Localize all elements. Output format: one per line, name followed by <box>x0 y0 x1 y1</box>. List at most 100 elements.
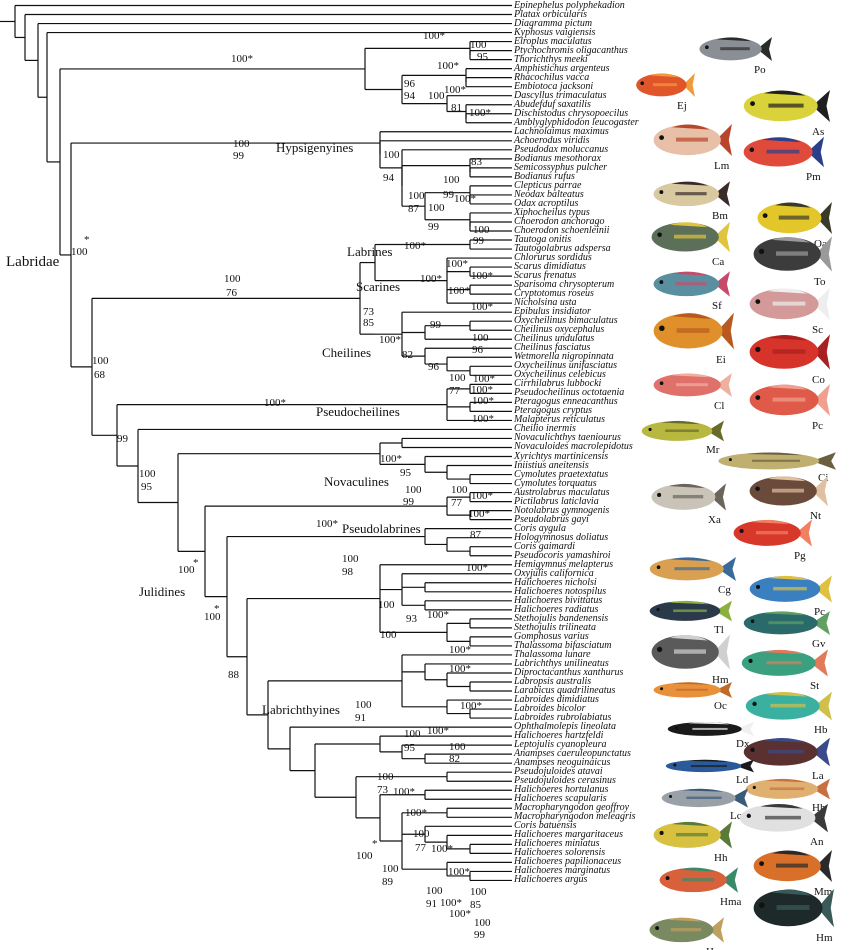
taxon-label: Diagramma pictum <box>514 17 593 29</box>
clade-label-novaculines: Novaculines <box>324 474 389 489</box>
taxon-label: Oxycheilinus celebicus <box>514 369 606 381</box>
taxon-label: Anampses caeruleopunctatus <box>514 748 631 760</box>
support-value: 89 <box>382 876 393 888</box>
taxon-label: Sparisoma chrysopterum <box>514 279 615 291</box>
fish-code: Ld <box>736 774 749 786</box>
support-value: 100 <box>380 629 397 641</box>
fish-code: Hh <box>812 802 826 814</box>
taxon-label: Pseudojuloides atavai <box>514 766 603 778</box>
taxon-label: Dascyllus trimaculatus <box>514 89 607 101</box>
taxon-label: Novaculoides macrolepidotus <box>514 441 633 453</box>
support-value: * <box>193 557 199 569</box>
fish-code: Mm <box>814 886 833 898</box>
taxon-label: Pictilabrus laticlavia <box>514 495 599 507</box>
taxon-label: Coris aygula <box>514 522 566 534</box>
support-value: 100 <box>472 332 489 344</box>
support-value: 100 <box>449 372 466 384</box>
taxon-label: Tautogolabrus adspersa <box>514 243 611 255</box>
taxon-label: Bodianus mesothorax <box>514 152 601 164</box>
clade-label-pseudolabrines: Pseudolabrines <box>342 521 421 536</box>
fish-image <box>653 312 734 350</box>
taxon-label: Notolabrus gymnogenis <box>514 504 610 516</box>
fish-image <box>641 420 724 442</box>
taxon-label: Anampses neoguinaicus <box>514 757 611 769</box>
fish-code: Hm <box>816 932 833 944</box>
fish-image <box>749 384 830 416</box>
fish-image <box>749 575 832 603</box>
taxon-label: Cirrhilabrus lubbocki <box>514 378 602 390</box>
fish-image <box>649 557 736 581</box>
taxon-label: Epinephelus polyphekadion <box>514 0 625 11</box>
taxon-label: Halichoeres miniatus <box>514 838 600 850</box>
support-value: 95 <box>404 742 415 754</box>
support-value: 100* <box>423 30 445 42</box>
support-value: 100 <box>449 741 466 753</box>
taxon-label: Pseudodax moluccanus <box>514 143 609 155</box>
fish-code: Pm <box>806 171 821 183</box>
support-value: 100* <box>380 453 402 465</box>
taxon-label: Lachnolaimus maximus <box>514 125 609 137</box>
taxon-label: Halichoeres argus <box>514 874 588 886</box>
fish-image <box>653 373 732 397</box>
taxon-label: Iniistius aneitensis <box>514 459 589 471</box>
support-value: 100 <box>428 90 445 102</box>
taxon-label: Neodax balteatus <box>514 188 584 200</box>
taxon-label: Halichoeres hartzfeldi <box>514 730 604 742</box>
support-value: 100* <box>420 273 442 285</box>
fish-image <box>753 850 832 882</box>
fish-image <box>653 271 730 297</box>
taxon-label: Pseudocheilinus octotaenia <box>514 387 625 399</box>
taxon-label: Scarus dimidiatus <box>514 261 586 273</box>
support-value: 100 <box>233 138 250 150</box>
support-value: 99 <box>430 319 441 331</box>
fish-code: Hh <box>714 852 728 864</box>
fish-image <box>667 721 754 737</box>
taxon-label: Pseudojuloides cerasinus <box>514 775 616 787</box>
taxon-label: Epibulus insidiator <box>514 306 591 318</box>
support-value: 96 <box>428 361 439 373</box>
taxon-label: Wetmorella nigropinnata <box>514 351 614 363</box>
taxon-label: Elroplus maculatus <box>514 35 592 47</box>
clade-label-hypsigenyines: Hypsigenyines <box>276 140 354 155</box>
support-value: 100 <box>443 174 460 186</box>
taxon-label: Cryptotomus roseus <box>514 288 594 300</box>
taxon-label: Pseudolabrus gayi <box>514 513 589 525</box>
support-value: 100* <box>466 562 488 574</box>
taxon-label: Embiotoca jacksoni <box>514 80 594 92</box>
taxon-label: Diproctacanthus xanthurus <box>514 666 624 678</box>
support-value: 100* <box>437 60 459 72</box>
taxon-label: Ophthalmolepis lineolata <box>514 721 616 733</box>
fish-image <box>745 778 830 800</box>
support-value: 76 <box>226 287 237 299</box>
fish-code: Lm <box>714 160 730 172</box>
support-value: 100* <box>460 700 482 712</box>
support-value: 100* <box>427 609 449 621</box>
support-value: * <box>372 838 378 850</box>
taxon-label: Halichoeres radiatus <box>514 603 599 615</box>
support-value: 94 <box>404 90 415 102</box>
fish-code: Sc <box>812 324 823 336</box>
fish-code: Bm <box>712 210 728 222</box>
fish-image <box>741 649 828 677</box>
support-value: 100* <box>444 84 466 96</box>
fish-code: Xa <box>708 514 721 526</box>
taxon-label: Amphistichus argenteus <box>514 62 610 74</box>
support-value: 87 <box>408 203 419 215</box>
fish-code: Pg <box>794 550 806 562</box>
taxon-label: Cymolutes praetextatus <box>514 468 609 480</box>
taxon-label: Coris batuensis <box>514 820 577 832</box>
taxon-label: Abudefduf saxatilis <box>514 98 591 110</box>
clade-label-julidines: Julidines <box>139 584 186 599</box>
support-value: 100* <box>316 518 338 530</box>
fish-image <box>651 221 730 253</box>
support-value: 77 <box>449 385 460 397</box>
support-value: 100* <box>440 897 462 909</box>
support-value: 73 <box>377 784 388 796</box>
fish-image <box>636 73 695 97</box>
fish-image <box>649 917 724 943</box>
taxon-label: Clepticus parrae <box>514 179 582 191</box>
fish-image <box>661 788 748 808</box>
clade-label-labridae: Labridae <box>6 254 60 270</box>
support-value: 96 <box>404 78 415 90</box>
fish-image <box>699 37 772 61</box>
